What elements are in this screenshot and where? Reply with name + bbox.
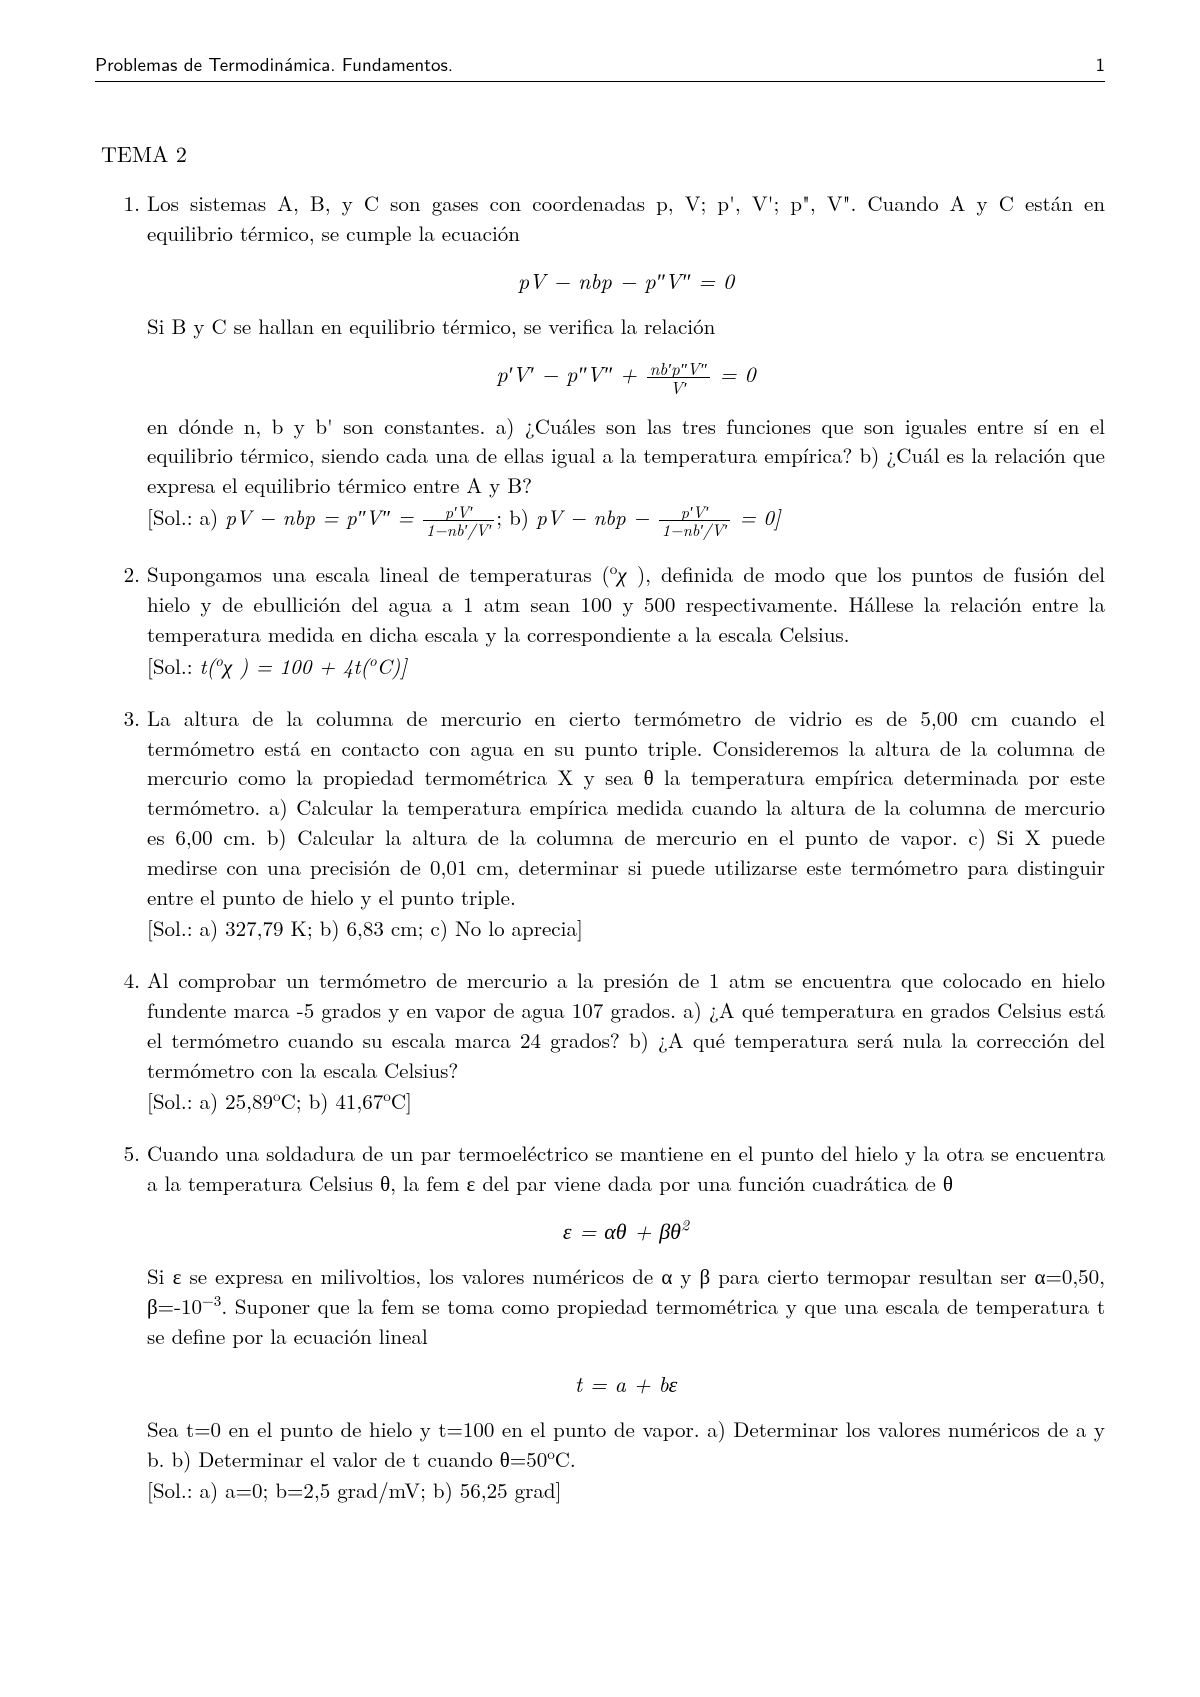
header-title: Problemas de Termodinámica. Fundamentos.	[95, 50, 453, 77]
equation-text: = 0	[712, 358, 756, 389]
superscript: o	[273, 1085, 281, 1106]
equation-text: ε = αθ + βθ	[563, 1215, 681, 1246]
solution-text: C]	[391, 1086, 412, 1116]
section-title: TEMA 2	[101, 138, 1105, 169]
fraction-den: 1−nb′/V′	[423, 521, 494, 538]
problem-text: . Suponer que la fem se toma como propie…	[147, 1291, 1105, 1351]
symbol-chi: χ	[617, 559, 637, 589]
equation: t = a + bε	[147, 1368, 1105, 1399]
problem-text: Los sistemas A, B, y C son gases con coo…	[147, 188, 1105, 248]
solution-text: [Sol.: a) 25,89	[147, 1086, 273, 1116]
problem-item: Cuando una soldadura de un par termoeléc…	[147, 1139, 1105, 1506]
solution: [Sol.: a) pV − nbp = p″V″ = p′V′1−nb′/V′…	[147, 503, 1105, 538]
superscript: o	[383, 1085, 391, 1106]
solution-text: ; b)	[496, 502, 536, 532]
equation: p′V′ − p″V″ + nb′p″V″V′ = 0	[147, 358, 1105, 396]
problem-item: Al comprobar un termómetro de mercurio a…	[147, 966, 1105, 1117]
solution-text: C	[377, 651, 392, 681]
problem-text: Supongamos una escala lineal de temperat…	[147, 559, 610, 589]
problem-text: C.	[555, 1444, 576, 1474]
solution: [Sol.: a) 327,79 K; b) 6,83 cm; c) No lo…	[147, 914, 1105, 944]
problem-text: en dónde n, b y b' son constantes. a) ¿C…	[147, 411, 1105, 501]
page-number: 1	[1095, 50, 1105, 77]
problem-text: Al comprobar un termómetro de mercurio a…	[147, 965, 1105, 1084]
superscript: o	[215, 650, 223, 671]
fraction-den: 1−nb′/V′	[659, 521, 730, 538]
fraction: p′V′1−nb′/V′	[423, 503, 494, 538]
fraction: nb′p″V″V′	[647, 359, 710, 396]
fraction: p′V′1−nb′/V′	[659, 503, 730, 538]
solution-text: [Sol.:	[147, 651, 200, 681]
equation-text: t = a + bε	[575, 1368, 678, 1399]
equation: ε = αθ + βθ2	[147, 1215, 1105, 1246]
equation-text: pV − nbp − p″V″ = 0	[518, 265, 734, 296]
fraction-den: V′	[647, 378, 710, 396]
solution: [Sol.: a) a=0; b=2,5 grad/mV; b) 56,25 g…	[147, 1476, 1105, 1506]
problem-text: La altura de la columna de mercurio en c…	[147, 703, 1105, 912]
problem-text: Sea t=0 en el punto de hielo y t=100 en …	[147, 1414, 1105, 1474]
page: Problemas de Termodinámica. Fundamentos.…	[0, 0, 1200, 1697]
superscript: 2	[681, 1213, 689, 1236]
problem-item: Supongamos una escala lineal de temperat…	[147, 560, 1105, 681]
solution-text: t(	[200, 651, 216, 681]
problem-text: Cuando una soldadura de un par termoeléc…	[147, 1138, 1105, 1198]
problem-text: Si B y C se hallan en equilibrio térmico…	[147, 311, 715, 341]
problem-item: Los sistemas A, B, y C son gases con coo…	[147, 189, 1105, 538]
solution: [Sol.: a) 25,89oC; b) 41,67oC]	[147, 1087, 1105, 1117]
equation: pV − nbp − p″V″ = 0	[147, 265, 1105, 296]
problem-item: La altura de la columna de mercurio en c…	[147, 704, 1105, 945]
solution-text: C; b) 41,67	[281, 1086, 384, 1116]
solution: [Sol.: t(oχ ) = 100 + 4t(oC)]	[147, 652, 1105, 682]
solution-text: = 0]	[732, 502, 780, 532]
solution-text: pV − nbp −	[536, 502, 657, 532]
problem-list: Los sistemas A, B, y C son gases con coo…	[95, 189, 1105, 1506]
solution-text: [Sol.: a)	[147, 502, 225, 532]
superscript: o	[547, 1443, 555, 1464]
page-header: Problemas de Termodinámica. Fundamentos.…	[95, 50, 1105, 82]
solution-text: pV − nbp = p″V″ =	[225, 502, 421, 532]
symbol-chi: χ	[223, 651, 240, 681]
solution-text: ) = 100 + 4t(	[240, 651, 369, 681]
solution-text: )]	[392, 651, 407, 681]
superscript: o	[369, 650, 377, 671]
equation-text: p′V′ − p″V″ +	[496, 358, 644, 389]
superscript: −3	[202, 1290, 221, 1311]
